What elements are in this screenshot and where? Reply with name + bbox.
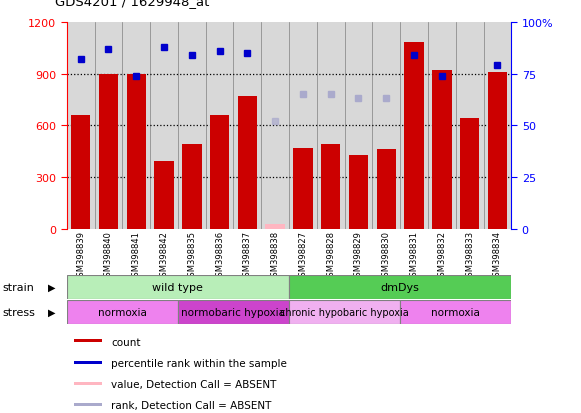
Bar (178, 300, 289, 324)
Bar (155, 162, 174, 229)
Bar (266, 224, 285, 229)
Text: dmDys: dmDys (381, 282, 419, 292)
Text: normobaric hypoxia: normobaric hypoxia (181, 307, 285, 317)
Text: normoxia: normoxia (98, 307, 147, 317)
Bar (289, 300, 400, 324)
Bar (349, 155, 368, 229)
Text: strain: strain (3, 282, 35, 292)
Text: ▶: ▶ (48, 307, 56, 317)
Bar (432, 71, 451, 229)
Text: chronic hypobaric hypoxia: chronic hypobaric hypoxia (280, 307, 409, 317)
Text: GDS4201 / 1629948_at: GDS4201 / 1629948_at (55, 0, 210, 8)
Text: value, Detection Call = ABSENT: value, Detection Call = ABSENT (112, 380, 277, 389)
Bar (321, 145, 340, 229)
Bar (400, 300, 511, 324)
Bar (127, 74, 146, 229)
Text: rank, Detection Call = ABSENT: rank, Detection Call = ABSENT (112, 400, 272, 410)
Bar (487, 73, 507, 229)
Bar (67, 300, 178, 324)
Bar (74, 403, 102, 406)
Bar (74, 339, 102, 343)
Bar (210, 116, 229, 229)
Bar (404, 43, 424, 229)
Text: normoxia: normoxia (431, 307, 480, 317)
Bar (182, 145, 202, 229)
Text: ▶: ▶ (48, 282, 56, 292)
Bar (74, 361, 102, 364)
Bar (67, 275, 289, 299)
Bar (71, 116, 91, 229)
Bar (376, 150, 396, 229)
Bar (99, 74, 118, 229)
Text: wild type: wild type (152, 282, 203, 292)
Bar (289, 275, 511, 299)
Bar (293, 148, 313, 229)
Text: count: count (112, 337, 141, 347)
Text: stress: stress (3, 307, 36, 317)
Bar (238, 97, 257, 229)
Bar (460, 119, 479, 229)
Text: percentile rank within the sample: percentile rank within the sample (112, 358, 287, 368)
Bar (74, 382, 102, 385)
